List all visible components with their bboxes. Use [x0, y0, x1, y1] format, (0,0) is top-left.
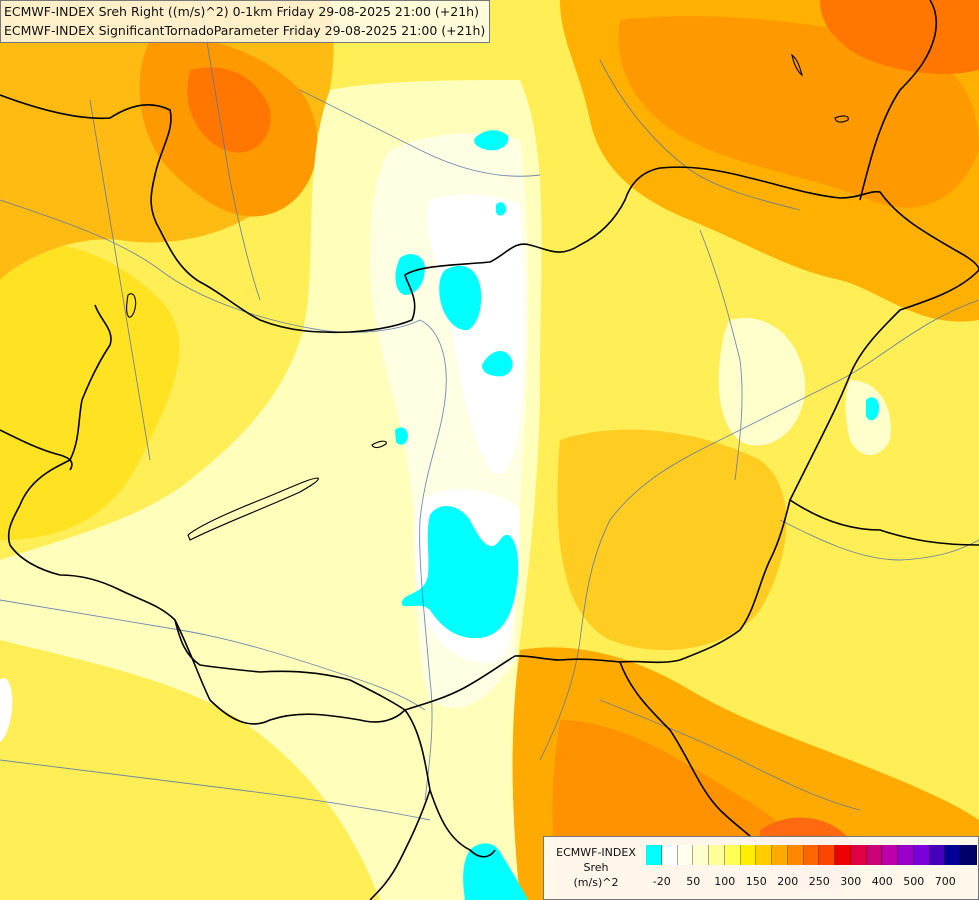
field-white-west-edge	[0, 678, 13, 742]
river-east-1	[699, 229, 743, 481]
field-east-orange	[557, 429, 787, 650]
legend-swatch-18	[929, 845, 946, 865]
field-northeast-core	[820, 0, 979, 74]
legend-tick-label: 200	[777, 875, 799, 888]
river-danube	[0, 199, 447, 801]
river-west-1	[89, 99, 151, 461]
field-cyan-4	[439, 265, 482, 331]
legend-title-variable: Sreh	[583, 861, 609, 874]
legend-swatch-0	[646, 845, 662, 865]
legend-swatch-15	[882, 845, 898, 865]
river-sava	[0, 759, 431, 821]
legend-tick-label: 700	[934, 875, 956, 888]
lake-balaton	[187, 477, 319, 541]
legend-swatch-11	[819, 845, 835, 865]
legend-title-model: ECMWF-INDEX	[556, 846, 636, 859]
legend-tick-label: 50	[686, 875, 701, 888]
lake-small-4	[126, 293, 137, 318]
river-east-2	[779, 519, 979, 561]
field-northwest-core	[187, 67, 271, 153]
border-north	[0, 94, 979, 334]
legend-title-units: (m/s)^2	[573, 876, 619, 889]
legend-tick-label: 100	[714, 875, 736, 888]
border-croatia	[404, 709, 496, 858]
river-south-1	[599, 699, 861, 811]
legend-swatch-12	[835, 845, 851, 865]
lake-small-3	[834, 115, 849, 123]
lake-small-2	[791, 53, 803, 77]
title-line-2: ECMWF-INDEX SignificantTornadoParameter …	[4, 23, 486, 38]
legend-tick-label: 400	[871, 875, 893, 888]
legend-swatch-6	[740, 845, 757, 865]
field-cyan-1	[474, 130, 509, 151]
legend-title: ECMWF-INDEX Sreh (m/s)^2	[548, 845, 644, 890]
lake-small-1	[371, 440, 387, 449]
field-cyan-8	[866, 397, 880, 421]
legend-swatch-7	[756, 845, 772, 865]
river-north-3	[299, 89, 541, 177]
river-tisza	[539, 299, 979, 761]
legend-swatch-8	[772, 845, 788, 865]
legend-swatch-19	[945, 845, 961, 865]
legend-tick-labels: -20 50 100 150 200 250 300 400 500 700	[646, 875, 976, 891]
legend-tick-label: -20	[652, 875, 671, 888]
legend-swatch-20	[961, 845, 977, 865]
legend-tick-label: 250	[808, 875, 830, 888]
field-cyan-7	[401, 505, 519, 639]
field-cyan-3	[395, 254, 425, 295]
border-east	[679, 269, 979, 661]
legend-swatch-3	[693, 845, 709, 865]
legend-swatch-14	[866, 845, 883, 865]
border-romania	[789, 499, 979, 546]
legend-tick-label: 150	[745, 875, 767, 888]
legend-swatch-16	[898, 845, 914, 865]
legend-swatch-1	[661, 845, 678, 865]
color-legend: ECMWF-INDEX Sreh (m/s)^2 -20 50 100 150 200 2…	[543, 836, 979, 900]
map-title-box: ECMWF-INDEX Sreh Right ((m/s)^2) 0-1km F…	[0, 0, 491, 43]
border-serbia	[619, 661, 771, 861]
field-west-yellow	[0, 243, 180, 540]
legend-swatches	[646, 845, 977, 865]
legend-swatch-10	[803, 845, 820, 865]
field-cyan-9	[463, 843, 528, 900]
legend-swatch-2	[677, 845, 694, 865]
field-east-pale	[718, 318, 806, 446]
legend-swatch-13	[850, 845, 867, 865]
legend-tick-label: 300	[840, 875, 862, 888]
legend-swatch-5	[724, 845, 741, 865]
field-cyan-6	[395, 427, 408, 445]
lakes	[126, 53, 849, 541]
field-cyan-5	[482, 350, 513, 377]
legend-swatch-17	[913, 845, 930, 865]
river-north-1	[199, 0, 261, 301]
border-southwest	[19, 304, 112, 506]
border-slovenia	[0, 429, 73, 471]
legend-swatch-9	[787, 845, 804, 865]
rivers	[0, 0, 979, 821]
border-montenegro	[369, 789, 431, 900]
field-cyan-2	[496, 202, 506, 216]
legend-tick-label: 500	[903, 875, 925, 888]
river-drava	[0, 599, 426, 711]
title-line-1: ECMWF-INDEX Sreh Right ((m/s)^2) 0-1km F…	[4, 4, 479, 19]
river-north-2	[599, 59, 801, 211]
legend-swatch-4	[709, 845, 725, 865]
border-northeast	[859, 0, 937, 201]
border-south	[7, 504, 681, 711]
border-bosnia	[174, 619, 406, 725]
